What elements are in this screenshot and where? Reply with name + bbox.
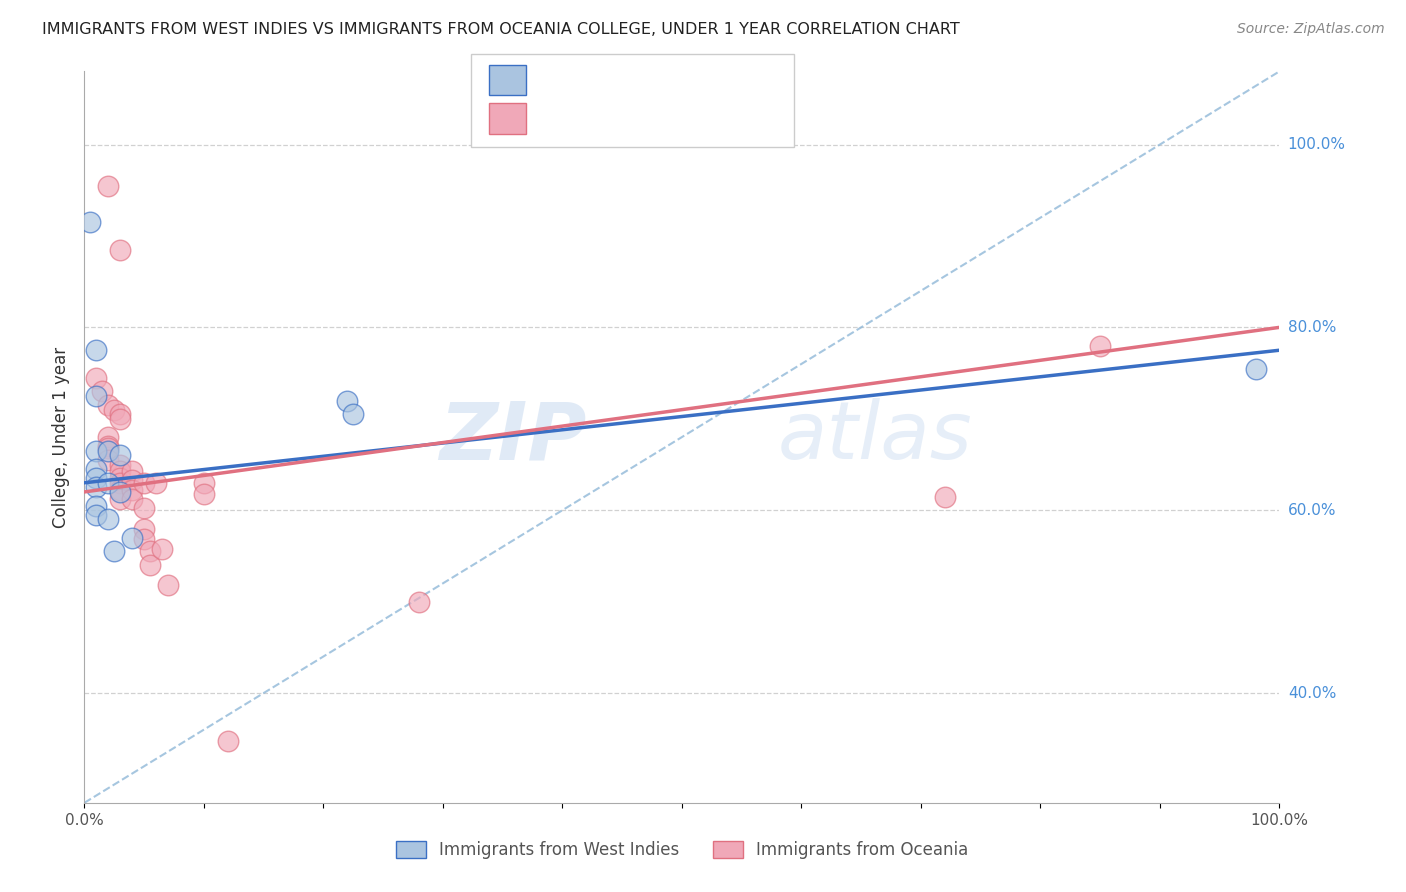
Text: 40.0%: 40.0%	[1288, 686, 1336, 700]
Text: R = 0.289: R = 0.289	[534, 110, 633, 128]
Point	[121, 483, 143, 497]
Point	[110, 448, 132, 462]
Point	[86, 471, 108, 485]
Point	[408, 594, 430, 608]
Text: R = 0.346: R = 0.346	[534, 71, 633, 89]
Point	[110, 492, 132, 507]
Point	[132, 521, 156, 535]
Point	[132, 475, 156, 490]
Point	[145, 475, 167, 490]
Point	[336, 393, 359, 408]
Text: IMMIGRANTS FROM WEST INDIES VS IMMIGRANTS FROM OCEANIA COLLEGE, UNDER 1 YEAR COR: IMMIGRANTS FROM WEST INDIES VS IMMIGRANT…	[42, 22, 960, 37]
Point	[86, 499, 108, 513]
Point	[157, 578, 180, 592]
Point	[121, 473, 143, 487]
Point	[97, 441, 120, 455]
Point	[86, 462, 108, 476]
Point	[79, 215, 101, 229]
Point	[103, 402, 125, 417]
Point	[97, 430, 120, 444]
Point	[97, 178, 120, 193]
Point	[86, 389, 108, 403]
Point	[121, 464, 143, 478]
Text: ZIP: ZIP	[439, 398, 586, 476]
Point	[110, 475, 132, 490]
Point	[110, 412, 132, 426]
Point	[97, 475, 120, 490]
Point	[86, 508, 108, 522]
Text: N = 19: N = 19	[672, 71, 740, 89]
Point	[121, 492, 143, 507]
Point	[97, 512, 120, 526]
Text: Source: ZipAtlas.com: Source: ZipAtlas.com	[1237, 22, 1385, 37]
Point	[97, 453, 120, 467]
Point	[121, 531, 143, 545]
Point	[934, 490, 956, 504]
Point	[132, 501, 156, 516]
Point	[342, 407, 364, 421]
Point	[110, 464, 132, 478]
Point	[86, 343, 108, 358]
Point	[217, 733, 239, 747]
Point	[193, 475, 215, 490]
Point	[110, 483, 132, 497]
Point	[110, 407, 132, 421]
Point	[110, 458, 132, 472]
Point	[139, 544, 162, 558]
Y-axis label: College, Under 1 year: College, Under 1 year	[52, 346, 70, 528]
Point	[97, 398, 120, 412]
Point	[91, 384, 114, 399]
Legend: Immigrants from West Indies, Immigrants from Oceania: Immigrants from West Indies, Immigrants …	[387, 833, 977, 868]
Point	[103, 544, 125, 558]
Point	[86, 480, 108, 494]
Point	[86, 370, 108, 384]
Point	[132, 533, 156, 547]
Text: 80.0%: 80.0%	[1288, 320, 1336, 334]
Point	[97, 443, 120, 458]
Point	[86, 443, 108, 458]
Point	[110, 471, 132, 485]
Text: 100.0%: 100.0%	[1288, 137, 1346, 152]
Point	[150, 541, 173, 556]
Text: 60.0%: 60.0%	[1288, 503, 1336, 517]
Point	[110, 485, 132, 500]
Text: N = 37: N = 37	[672, 110, 740, 128]
Point	[110, 243, 132, 257]
Point	[139, 558, 162, 573]
Point	[1244, 361, 1267, 376]
Text: atlas: atlas	[778, 398, 973, 476]
Point	[193, 487, 215, 501]
Point	[1090, 338, 1112, 352]
Point	[97, 439, 120, 453]
